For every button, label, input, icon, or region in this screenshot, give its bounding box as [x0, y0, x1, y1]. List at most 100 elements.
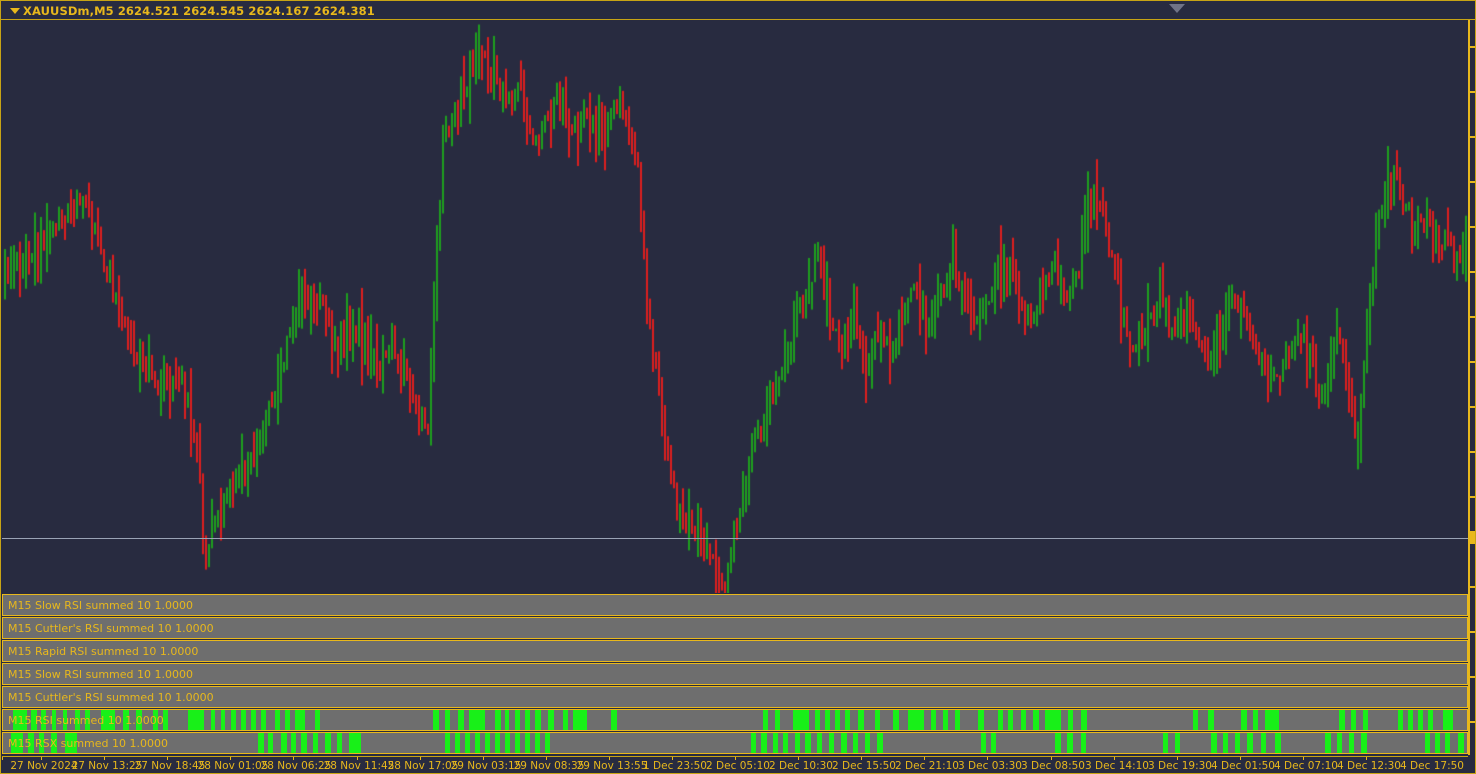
indicator-panel-3[interactable]: M15 Slow RSI summed 10 1.0000 [2, 663, 1468, 685]
signal-bar [153, 710, 158, 730]
signal-bar [163, 710, 168, 730]
signal-bar [981, 733, 986, 753]
signal-bar [251, 710, 256, 730]
signal-bar [275, 710, 280, 730]
time-axis-label: 2 Dec 21:10 [895, 760, 959, 772]
signal-bar [1068, 710, 1073, 730]
signal-bar [268, 733, 273, 753]
time-axis-label: 2 Dec 05:10 [706, 760, 770, 772]
signal-bar [188, 710, 204, 730]
signal-bar [1361, 733, 1367, 753]
signal-bar [136, 710, 142, 730]
price-chart-pane[interactable] [2, 20, 1468, 593]
indicator-signal-bars [3, 641, 1467, 661]
ohlc-bar-series [2, 20, 1468, 593]
indicator-panel-1[interactable]: M15 Cuttler's RSI summed 10 1.0000 [2, 617, 1468, 639]
signal-bar [313, 733, 318, 753]
indicator-label: M15 Cuttler's RSI summed 10 1.0000 [8, 622, 214, 635]
signal-bar [1008, 710, 1013, 730]
signal-bar [545, 733, 550, 753]
signal-bar [858, 710, 864, 730]
signal-bar [469, 710, 485, 730]
signal-bar [1175, 733, 1180, 753]
signal-bar [573, 710, 587, 730]
signal-bar [1351, 710, 1356, 730]
signal-bar [815, 710, 820, 730]
signal-bar [1265, 710, 1279, 730]
signal-bar [1325, 733, 1331, 753]
price-axis-tick [1470, 586, 1475, 588]
signal-bar [835, 710, 840, 730]
triangle-down-icon[interactable] [10, 8, 20, 14]
indicator-panel-0[interactable]: M15 Slow RSI summed 10 1.0000 [2, 594, 1468, 616]
signal-bar [1211, 733, 1217, 753]
signal-bar [258, 733, 264, 753]
signal-bar [1021, 710, 1026, 730]
time-axis-label: 28 Nov 17:05 [387, 760, 459, 772]
signal-bar [458, 710, 464, 730]
signal-bar [761, 733, 767, 753]
signal-bar [285, 710, 290, 730]
signal-bar [221, 710, 225, 730]
time-axis-tick [2, 757, 3, 760]
current-price-marker [1469, 531, 1475, 544]
signal-bar [231, 710, 236, 730]
price-axis-tick [1470, 721, 1475, 723]
signal-bar [445, 710, 450, 730]
signal-bar [495, 733, 500, 753]
indicator-panel-4[interactable]: M15 Cuttler's RSI summed 10 1.0000 [2, 686, 1468, 708]
price-axis-tick [1470, 46, 1475, 48]
time-axis-tick [987, 757, 988, 760]
signal-bar [611, 710, 617, 730]
signal-bar [1349, 733, 1354, 753]
signal-bar [1055, 733, 1061, 753]
signal-bar [1445, 733, 1450, 753]
indicator-label: M15 RSI summed 10 1.0000 [8, 714, 164, 727]
signal-bar [52, 710, 56, 730]
time-axis-label: 27 Nov 13:25 [71, 760, 143, 772]
price-axis[interactable] [1468, 20, 1475, 755]
signal-bar [445, 733, 450, 753]
signal-bar [1363, 710, 1368, 730]
time-axis-label: 4 Dec 17:50 [1400, 760, 1464, 772]
signal-bar [63, 710, 67, 730]
time-axis-label: 4 Dec 12:30 [1337, 760, 1401, 772]
signal-bar [877, 733, 883, 753]
time-axis-label: 28 Nov 01:05 [197, 760, 269, 772]
signal-bar [1193, 710, 1198, 730]
signal-bar [31, 710, 37, 730]
signal-bar [998, 710, 1003, 730]
time-axis[interactable]: 27 Nov 2024 27 Nov 13:25 27 Nov 18:45 28 No… [2, 756, 1468, 773]
signal-bar [349, 733, 361, 753]
signal-bar [101, 710, 115, 730]
indicator-panel-5[interactable]: M15 RSI summed 10 1.0000 [2, 709, 1468, 731]
time-axis-tick [420, 757, 421, 760]
time-axis-tick [1114, 757, 1115, 760]
chevron-down-icon[interactable] [1169, 4, 1185, 13]
time-axis-label: 27 Nov 2024 [10, 760, 78, 772]
signal-bar [1443, 710, 1453, 730]
signal-bar [908, 710, 924, 730]
indicator-panel-2[interactable]: M15 Rapid RSI summed 10 1.0000 [2, 640, 1468, 662]
signal-bar [28, 733, 34, 753]
signal-bar [495, 710, 501, 730]
signal-bar [1261, 733, 1266, 753]
signal-bar [978, 710, 984, 730]
price-axis-tick [1470, 496, 1475, 498]
indicator-panel-6[interactable]: M15 RSX summed 10 1.0000 [2, 732, 1468, 754]
price-axis-tick [1470, 631, 1475, 633]
signal-bar [85, 710, 90, 730]
time-axis-tick [924, 757, 925, 760]
signal-bar [41, 710, 46, 730]
signal-bar [13, 710, 27, 730]
signal-bar [505, 733, 510, 753]
signal-bar [1337, 733, 1342, 753]
time-axis-tick [735, 757, 736, 760]
price-axis-tick [1470, 271, 1475, 273]
signal-bar [433, 710, 439, 730]
signal-bar [39, 733, 44, 753]
signal-bar [1235, 733, 1240, 753]
signal-bar [65, 733, 77, 753]
time-axis-label: 3 Dec 03:30 [958, 760, 1022, 772]
